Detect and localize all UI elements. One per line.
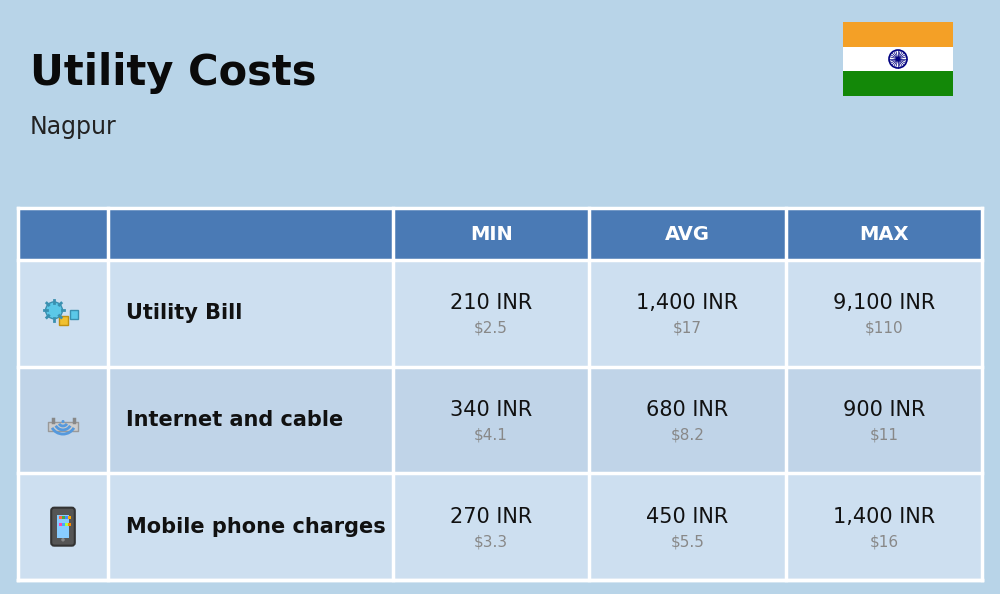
Bar	[843, 22, 953, 47]
Bar	[108, 260, 393, 366]
Text: AVG: AVG	[665, 225, 710, 244]
Bar	[589, 208, 786, 260]
Text: $4.1: $4.1	[474, 428, 508, 443]
Bar	[589, 366, 786, 473]
Bar	[18, 366, 108, 473]
Bar	[108, 473, 393, 580]
Circle shape	[62, 420, 64, 423]
Bar	[393, 208, 589, 260]
Text: MIN: MIN	[470, 225, 513, 244]
Bar	[59, 523, 62, 526]
Text: Nagpur: Nagpur	[30, 115, 117, 139]
Bar	[68, 523, 71, 526]
Bar	[62, 516, 65, 519]
Text: $110: $110	[865, 321, 903, 336]
Bar	[843, 71, 953, 96]
FancyBboxPatch shape	[51, 508, 75, 546]
Text: 1,400 INR: 1,400 INR	[833, 507, 935, 527]
Text: Utility Bill: Utility Bill	[126, 304, 242, 323]
Bar	[786, 260, 982, 366]
Bar	[48, 422, 78, 431]
Bar	[786, 473, 982, 580]
Text: $8.2: $8.2	[671, 428, 704, 443]
Bar	[59, 516, 62, 519]
Bar	[18, 208, 393, 260]
Text: Utility Costs: Utility Costs	[30, 52, 316, 94]
Bar	[786, 208, 982, 260]
Bar	[786, 366, 982, 473]
Text: 900 INR: 900 INR	[843, 400, 925, 420]
Bar	[589, 260, 786, 366]
Bar	[108, 366, 393, 473]
Bar	[843, 47, 953, 71]
Bar	[393, 473, 589, 580]
Text: 340 INR: 340 INR	[450, 400, 532, 420]
Text: 270 INR: 270 INR	[450, 507, 532, 527]
Bar	[70, 310, 78, 319]
Text: $2.5: $2.5	[474, 321, 508, 336]
Text: Mobile phone charges: Mobile phone charges	[126, 517, 386, 536]
Bar	[393, 366, 589, 473]
Text: 210 INR: 210 INR	[450, 293, 532, 313]
Text: $5.5: $5.5	[671, 534, 704, 549]
Circle shape	[61, 538, 65, 542]
Bar	[57, 514, 69, 538]
Text: $11: $11	[869, 428, 898, 443]
Bar	[58, 317, 68, 325]
Text: 1,400 INR: 1,400 INR	[636, 293, 739, 313]
Bar	[393, 260, 589, 366]
Circle shape	[896, 58, 900, 61]
Circle shape	[46, 302, 62, 319]
Text: $3.3: $3.3	[474, 534, 508, 549]
Text: 450 INR: 450 INR	[646, 507, 729, 527]
Text: MAX: MAX	[859, 225, 909, 244]
Bar	[65, 516, 68, 519]
Text: 680 INR: 680 INR	[646, 400, 729, 420]
Bar	[68, 516, 71, 519]
Bar	[62, 523, 65, 526]
Bar	[589, 473, 786, 580]
Bar	[65, 523, 68, 526]
Text: $17: $17	[673, 321, 702, 336]
Bar	[18, 473, 108, 580]
Text: 9,100 INR: 9,100 INR	[833, 293, 935, 313]
Text: $16: $16	[869, 534, 898, 549]
Text: Internet and cable: Internet and cable	[126, 410, 343, 430]
Bar	[18, 260, 108, 366]
